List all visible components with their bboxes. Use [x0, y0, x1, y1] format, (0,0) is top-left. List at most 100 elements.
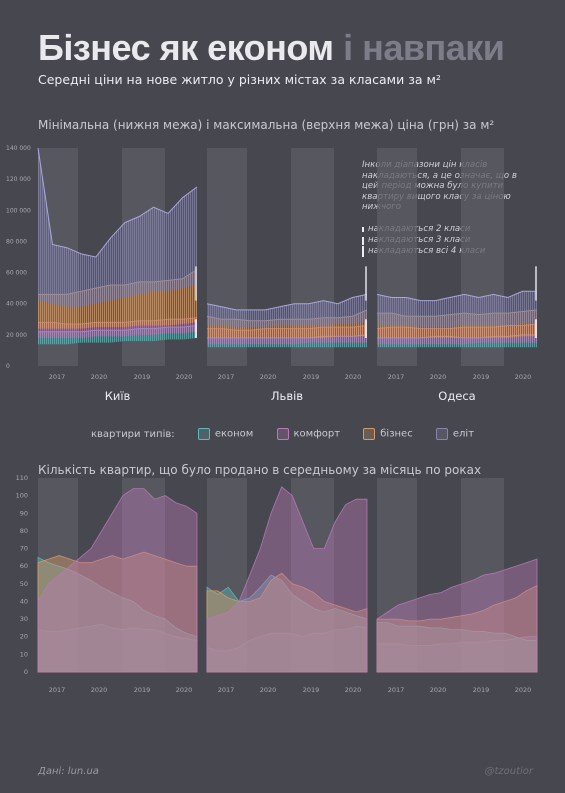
price-ytick-0: 0 [6, 363, 10, 370]
sales-ytick-3: 30 [20, 615, 28, 623]
price-max-line-elite-odesa [376, 290, 537, 302]
sales-area-comfort-lviv [206, 486, 368, 673]
price-max-line-elite-lviv [206, 293, 368, 311]
sales-ytick-5: 50 [20, 580, 28, 588]
sales-xtick-lviv-2: 2019 [303, 686, 320, 694]
sales-band-odesa-1 [461, 478, 504, 672]
sales-xtick-odesa-0: 2017 [388, 686, 405, 694]
legend-label-business: бізнес [380, 428, 413, 440]
sales-area-elite-kyiv [37, 623, 198, 673]
sales-xtick-kyiv-3: 2020 [176, 686, 193, 694]
legend-label-comfort: комфорт [293, 428, 341, 440]
price-band-elite-kyiv [38, 148, 197, 307]
sales-chart-kyiv [37, 488, 198, 673]
page-title: Бізнес як економ і навпаки [38, 27, 505, 68]
price-xtick-odesa-2: 2019 [473, 373, 490, 381]
price-chart-odesa [376, 266, 538, 348]
author-credit: @tzoutior [484, 766, 533, 777]
overlap-marker-kyiv-0 [195, 266, 197, 301]
price-xtick-lviv-2: 2019 [303, 373, 320, 381]
overlap-marker-lviv-1 [365, 319, 367, 338]
legend-swatch-business [363, 428, 376, 440]
chart-legend: квартири типів: економ комфорт бізнес ел… [0, 428, 565, 440]
sales-section-title: Кількість квартир, що було продано в сер… [38, 463, 482, 477]
sales-ytick-4: 40 [20, 597, 28, 605]
price-ytick-2: 40 000 [6, 301, 27, 308]
legend-item-economy: економ [197, 428, 253, 440]
overlap-key-4-label: накладаються всі 4 класи [368, 246, 486, 256]
price-xtick-odesa-1: 2020 [430, 373, 447, 381]
sales-ytick-11: 110 [16, 474, 28, 482]
title-part-1: Бізнес як економ [38, 27, 334, 68]
legend-item-business: бізнес [363, 428, 413, 440]
price-xtick-kyiv-0: 2017 [49, 373, 66, 381]
sales-band-kyiv-1 [122, 478, 165, 672]
sales-area-comfort-kyiv [37, 488, 198, 673]
sales-ytick-1: 10 [20, 650, 28, 658]
price-ytick-7: 140 000 [6, 145, 31, 152]
sales-band-odesa-0 [377, 478, 417, 672]
legend-title: квартири типів: [90, 428, 175, 440]
price-band-elite-lviv [207, 294, 367, 328]
overlap-key-4-bar [362, 246, 364, 257]
sales-ytick-0: 0 [24, 668, 28, 676]
sales-band-kyiv-0 [38, 478, 78, 672]
data-source: Дані: lun.ua [38, 766, 99, 777]
price-ytick-1: 20 000 [6, 332, 27, 339]
price-xtick-lviv-0: 2017 [218, 373, 235, 381]
overlap-key-2: накладаються 2 класи [362, 224, 485, 235]
sales-xtick-odesa-2: 2019 [473, 686, 490, 694]
sales-xtick-lviv-1: 2020 [260, 686, 277, 694]
sales-ytick-6: 60 [20, 562, 28, 570]
sales-xtick-kyiv-1: 2020 [91, 686, 108, 694]
sales-xtick-lviv-0: 2017 [218, 686, 235, 694]
overlap-key-2-bar [362, 227, 364, 232]
sales-area-economy-kyiv [37, 556, 198, 673]
overlap-key-3: накладаються 3 класи [362, 235, 485, 246]
sales-xtick-odesa-1: 2020 [430, 686, 447, 694]
overlap-key: накладаються 2 класи накладаються 3 клас… [362, 224, 485, 257]
title-part-2: і навпаки [343, 27, 505, 68]
sales-area-business-lviv [206, 572, 368, 673]
sales-xtick-odesa-3: 2020 [515, 686, 532, 694]
price-max-line-elite-kyiv [37, 147, 198, 258]
sales-ytick-2: 20 [20, 633, 28, 641]
sales-xtick-kyiv-0: 2017 [49, 686, 66, 694]
price-ytick-3: 60 000 [6, 270, 27, 277]
price-ytick-6: 120 000 [6, 176, 31, 183]
sales-ytick-7: 70 [20, 545, 28, 553]
legend-swatch-comfort [276, 428, 289, 440]
sales-area-business-kyiv [37, 551, 198, 673]
overlap-key-3-bar [362, 236, 364, 245]
sales-area-economy-odesa [376, 622, 538, 673]
city-label-odesa: Одеса [438, 389, 475, 403]
price-section-title: Мінімальна (нижня межа) і максимальна (в… [38, 118, 495, 132]
price-xtick-kyiv-2: 2019 [134, 373, 151, 381]
legend-swatch-economy [197, 428, 210, 440]
overlap-key-4: накладаються всі 4 класи [362, 246, 485, 257]
sales-area-economy-lviv [206, 574, 368, 673]
price-xtick-lviv-1: 2020 [260, 373, 277, 381]
sales-area-elite-odesa [376, 636, 538, 673]
price-xtick-lviv-3: 2020 [345, 373, 362, 381]
overlap-marker-kyiv-1 [195, 319, 197, 338]
sales-area-comfort-odesa [376, 558, 538, 673]
legend-label-elite: еліт [452, 428, 475, 440]
price-xtick-odesa-3: 2020 [515, 373, 532, 381]
city-label-lviv: Львів [271, 389, 303, 403]
legend-item-comfort: комфорт [276, 428, 341, 440]
price-xtick-kyiv-3: 2020 [176, 373, 193, 381]
price-chart-lviv [206, 266, 368, 348]
sales-ytick-8: 80 [20, 527, 28, 535]
price-ytick-4: 80 000 [6, 238, 27, 245]
legend-item-elite: еліт [435, 428, 475, 440]
sales-chart-odesa [376, 558, 538, 673]
price-xtick-odesa-0: 2017 [388, 373, 405, 381]
overlap-marker-lviv-0 [365, 266, 367, 301]
page-subtitle: Середні ціни на нове житло у різних міст… [38, 72, 441, 87]
sales-area-elite-lviv [206, 625, 368, 673]
overlap-marker-odesa-1 [535, 319, 537, 338]
sales-xtick-lviv-3: 2020 [345, 686, 362, 694]
price-xtick-kyiv-1: 2020 [91, 373, 108, 381]
overlap-key-3-label: накладаються 3 класи [368, 235, 471, 245]
